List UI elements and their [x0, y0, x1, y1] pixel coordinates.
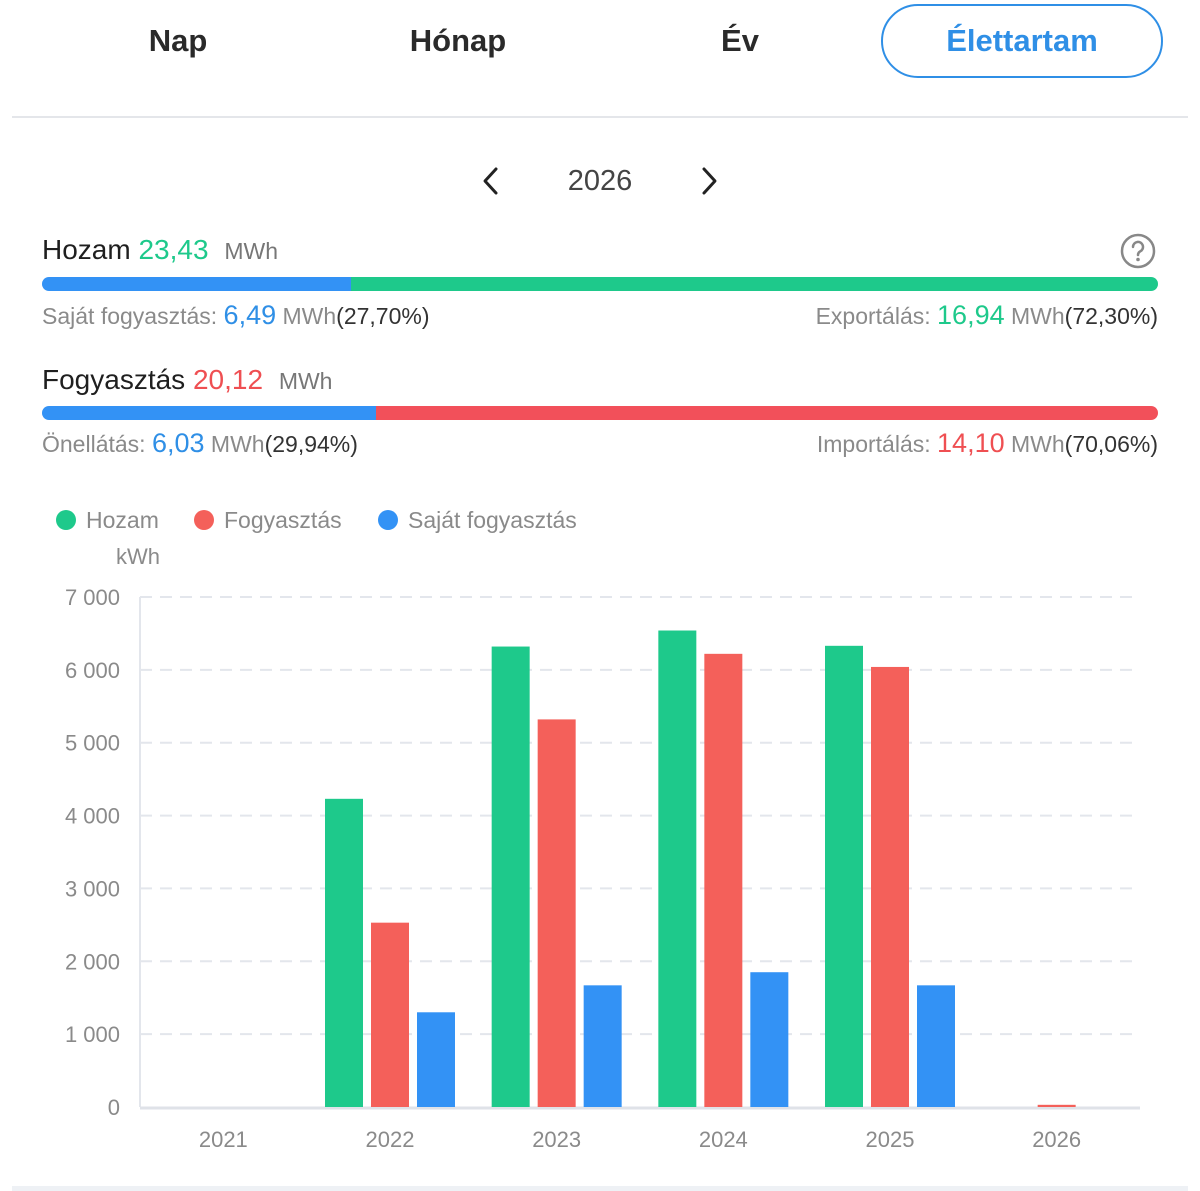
self-consumption-unit: MWh	[282, 303, 337, 329]
consumption-value: 20,12	[192, 364, 264, 395]
x-tick-label: 2022	[366, 1127, 415, 1152]
self-consumption-label: Saját fogyasztás:	[42, 303, 218, 329]
y-tick-label: 1 000	[65, 1022, 120, 1047]
consumption-unit: MWh	[278, 368, 333, 394]
bar-2022-yield[interactable]	[325, 798, 363, 1107]
legend-label-consumption: Fogyasztás	[224, 507, 342, 533]
self-consumption-percent: (27,70%)	[336, 303, 430, 329]
tab-year[interactable]: Év	[721, 23, 759, 58]
legend-label-yield: Hozam	[86, 507, 159, 533]
chevron-right-icon[interactable]	[690, 156, 730, 206]
x-tick-label: 2025	[866, 1127, 915, 1152]
bar-2025-consumption[interactable]	[871, 666, 909, 1107]
bar-2025-yield[interactable]	[825, 645, 863, 1107]
legend-dot-yield	[56, 509, 76, 530]
bar-2023-consumption[interactable]	[537, 719, 576, 1107]
yield-value: 23,43	[138, 234, 209, 265]
self-sufficiency-label: Önellátás:	[42, 431, 146, 457]
import-value: 14,10	[937, 428, 1005, 458]
legend-label-self-consumption: Saját fogyasztás	[408, 507, 577, 533]
y-tick-label: 7 000	[65, 585, 120, 610]
bar-2023-self-consumption[interactable]	[583, 985, 622, 1107]
year-label: 2026	[567, 165, 633, 197]
tab-divider	[12, 116, 1188, 118]
export-percent: (72,30%)	[1064, 303, 1158, 329]
self-sufficiency-summary: Önellátás: 6,03 MWh(29,94%)	[42, 428, 358, 459]
tab-lifetime[interactable]: Élettartam	[881, 4, 1163, 78]
self-consumption-summary: Saját fogyasztás: 6,49 MWh(27,70%)	[42, 300, 430, 331]
y-tick-label: 6 000	[65, 658, 120, 683]
self-sufficiency-unit: MWh	[210, 431, 265, 457]
self-sufficiency-value: 6,03	[151, 428, 205, 458]
yield-self-segment	[42, 277, 352, 291]
bar-2024-self-consumption[interactable]	[750, 972, 789, 1107]
export-unit: MWh	[1011, 303, 1065, 329]
legend-dot-self-consumption	[378, 509, 398, 530]
self-consumption-value: 6,49	[223, 300, 277, 330]
x-tick-label: 2021	[199, 1127, 248, 1152]
y-tick-label: 3 000	[65, 876, 120, 901]
bar-chart: 0 1 000 2 000 3 000 4 000 5 000 6 000 7 000 2021…	[65, 585, 1140, 1152]
yield-split-bar	[42, 277, 1158, 291]
yield-unit: MWh	[224, 238, 279, 264]
y-tick-label: 5 000	[65, 731, 120, 756]
legend-item-self-consumption[interactable]: Saját fogyasztás	[378, 502, 577, 538]
bar-2022-consumption[interactable]	[371, 922, 409, 1107]
x-tick-label: 2023	[532, 1127, 581, 1152]
export-value: 16,94	[937, 300, 1005, 330]
self-sufficiency-percent: (29,94%)	[264, 431, 358, 457]
consumption-split-bar	[42, 406, 1158, 420]
tab-month[interactable]: Hónap	[409, 23, 507, 58]
consumption-self-segment	[42, 406, 377, 420]
bar-2022-self-consumption[interactable]	[417, 1012, 455, 1107]
legend-item-yield[interactable]: Hozam	[56, 502, 159, 538]
bottom-strip	[12, 1186, 1188, 1191]
x-tick-label: 2026	[1032, 1127, 1081, 1152]
import-unit: MWh	[1011, 431, 1065, 457]
bar-2024-yield[interactable]	[658, 630, 697, 1107]
x-tick-label: 2024	[699, 1127, 748, 1152]
period-tabs: Nap Hónap Év Élettartam	[0, 0, 1200, 86]
y-tick-label: 2 000	[65, 949, 120, 974]
consumption-title: Fogyasztás	[42, 364, 186, 395]
bar-2025-self-consumption[interactable]	[917, 985, 955, 1107]
year-navigation: 2026	[0, 150, 1200, 212]
bar-2026-consumption[interactable]	[1037, 1104, 1076, 1107]
y-tick-label: 0	[108, 1095, 120, 1120]
y-axis-unit-label: kWh	[116, 544, 160, 569]
y-tick-label: 4 000	[65, 804, 120, 829]
chevron-left-icon[interactable]	[472, 156, 512, 206]
yield-title: Hozam	[42, 234, 131, 265]
yield-export-segment	[351, 277, 1158, 291]
import-summary: Importálás: 14,10 MWh(70,06%)	[817, 428, 1158, 459]
consumption-summary-title: Fogyasztás 20,12 MWh	[42, 364, 332, 396]
import-percent: (70,06%)	[1064, 431, 1158, 457]
export-label: Exportálás:	[815, 303, 931, 329]
consumption-import-segment	[376, 406, 1158, 420]
question-circle-icon[interactable]	[1120, 233, 1156, 269]
legend-dot-consumption	[194, 509, 214, 530]
export-summary: Exportálás: 16,94 MWh(72,30%)	[816, 300, 1158, 331]
import-label: Importálás:	[816, 431, 931, 457]
yield-summary-title: Hozam 23,43 MWh	[42, 234, 278, 266]
tab-day[interactable]: Nap	[148, 23, 208, 58]
bar-2024-consumption[interactable]	[704, 653, 743, 1107]
legend-item-consumption[interactable]: Fogyasztás	[194, 502, 342, 538]
bar-2023-yield[interactable]	[491, 646, 530, 1107]
